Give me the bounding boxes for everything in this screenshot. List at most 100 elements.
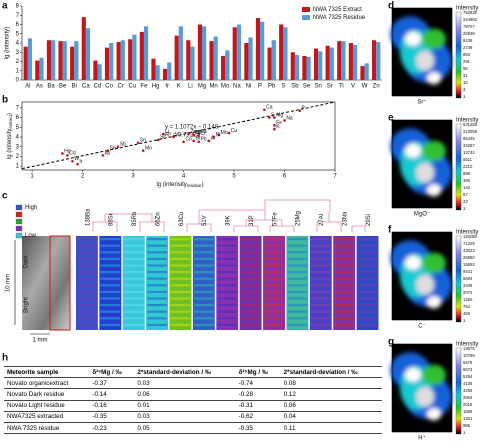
- bar: [294, 55, 300, 80]
- legend-label: High: [25, 205, 37, 211]
- map-streak: [77, 271, 97, 274]
- map-streak: [287, 290, 308, 293]
- colorbar-label: 4136: [463, 381, 473, 386]
- map-streak: [310, 257, 331, 260]
- map-streak: [357, 323, 378, 326]
- legend-label: Low: [25, 233, 37, 239]
- bar: [313, 48, 319, 80]
- map-streak: [334, 297, 355, 300]
- x-tick-label: S: [281, 84, 285, 90]
- bar: [116, 42, 121, 80]
- map-streak: [170, 251, 191, 254]
- y-tick-label: 0: [16, 78, 20, 84]
- map-streak: [287, 284, 308, 287]
- map-streak: [334, 277, 355, 280]
- map-streak: [193, 244, 214, 247]
- map-streak: [240, 284, 261, 287]
- bar: [209, 41, 214, 80]
- point-label: Ca: [266, 105, 273, 111]
- point: [136, 141, 140, 145]
- point: [298, 109, 301, 113]
- photo-outline: [49, 235, 71, 331]
- map-streak: [217, 317, 238, 320]
- bar: [260, 21, 265, 81]
- point-label: Na: [286, 115, 293, 121]
- y-tick-label: 4: [16, 41, 20, 47]
- colorbar-label: 13675: [463, 346, 475, 351]
- map-streak: [147, 238, 168, 241]
- point: [197, 134, 200, 138]
- map-streak: [193, 304, 214, 307]
- header-cell: δ²⁶Mg / ‰: [89, 365, 135, 379]
- species-label: H⁺: [418, 435, 426, 442]
- colorbar-label: 10766: [463, 353, 475, 358]
- map-streak: [100, 264, 121, 267]
- bar: [51, 40, 56, 80]
- colorbar-label: 34267: [463, 143, 475, 148]
- map-blob: [422, 28, 446, 49]
- legend-swatch: [15, 232, 23, 239]
- point: [273, 116, 276, 119]
- point-label: Al: [211, 136, 215, 142]
- point-label: Mg: [276, 112, 283, 118]
- y-tick-label: 7: [16, 105, 20, 111]
- bar: [271, 40, 276, 80]
- fit-line: [22, 102, 335, 170]
- y-tick-label: 6: [16, 22, 20, 28]
- x-tick-label: Fe: [140, 84, 148, 90]
- x-tick-label: 2: [81, 174, 85, 180]
- element-map: [192, 236, 215, 330]
- x-tick-label: Sn: [314, 84, 321, 90]
- map-streak: [287, 244, 308, 247]
- header-row: Meteorite sample δ²⁶Mg / ‰ 2*standard-devi…: [4, 365, 382, 379]
- map-streak: [264, 304, 284, 307]
- map-blob: [405, 143, 421, 158]
- bar: [151, 58, 156, 80]
- map-blob: [422, 140, 446, 161]
- map-blob: [416, 162, 434, 183]
- map-streak: [100, 290, 121, 293]
- scale-label: 1 mm: [33, 338, 48, 344]
- point-label: Cd: [69, 150, 76, 156]
- map-streak: [100, 310, 121, 313]
- map-streak: [310, 323, 331, 326]
- isotope-label: 51V: [202, 215, 208, 226]
- point: [116, 145, 120, 148]
- map-streak: [334, 264, 355, 267]
- colorbar-title: Intensity: [456, 342, 478, 348]
- bar: [372, 40, 377, 80]
- point-label: Hg: [64, 148, 71, 154]
- bar: [81, 17, 86, 81]
- map-streak: [170, 310, 191, 313]
- colorbar-label: 893: [463, 52, 471, 57]
- colorbar-label: 2018: [463, 402, 473, 407]
- map-streak: [147, 277, 168, 280]
- panel-label: c: [2, 191, 8, 202]
- table-cell: -0.37: [89, 377, 135, 390]
- point: [197, 140, 200, 144]
- point: [101, 154, 105, 157]
- map-streak: [100, 284, 121, 287]
- map-streak: [310, 251, 331, 254]
- colorbar-label: 6673: [463, 367, 473, 372]
- map-streak: [334, 271, 355, 274]
- table-cell: -0.14: [89, 388, 135, 401]
- bar: [337, 41, 342, 80]
- map-strip: [76, 236, 98, 330]
- map-blob: [416, 274, 434, 295]
- map-streak: [217, 238, 238, 241]
- point-label: Co: [185, 137, 192, 143]
- point-label: Mn: [221, 130, 228, 136]
- colorbar-label: 118258: [463, 234, 477, 239]
- table-cell: Novato Dark residue: [4, 388, 90, 401]
- colorbar-label: 25936: [463, 31, 475, 36]
- map-streak: [287, 238, 308, 241]
- map-streak: [77, 284, 97, 287]
- map-streak: [264, 317, 284, 320]
- bar: [128, 39, 133, 80]
- map-streak: [100, 251, 121, 254]
- table-row: Novato Dark residue -0.14 0.06 -0.28 0.12: [4, 388, 382, 401]
- species-label: Sr⁺: [417, 99, 426, 106]
- map-streak: [147, 317, 168, 320]
- map-blob: [427, 184, 441, 197]
